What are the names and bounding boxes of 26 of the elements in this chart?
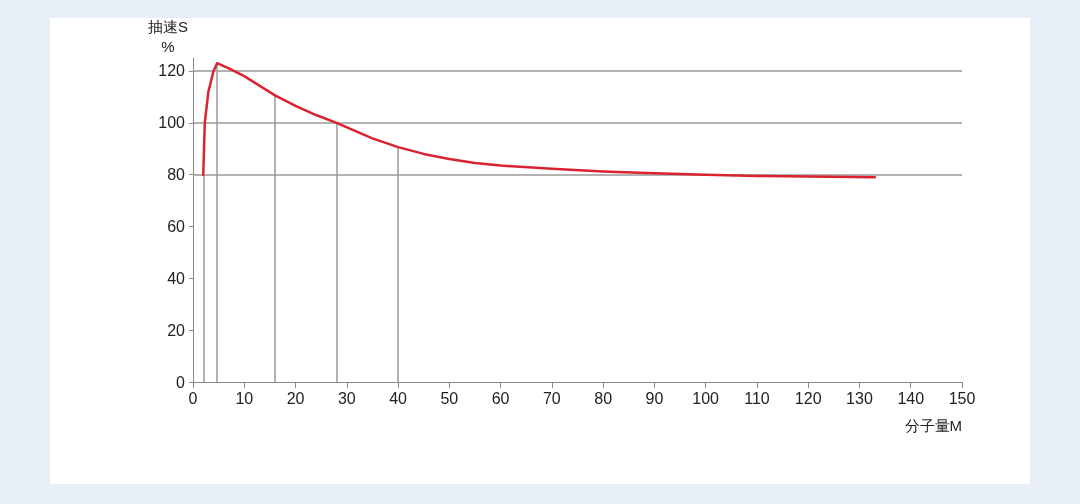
x-tick-label: 50 [440,389,459,407]
x-tick-label: 90 [645,389,664,407]
x-tick-label: 100 [692,389,720,407]
x-tick-label: 130 [846,389,873,407]
y-tick-label: 20 [167,321,186,339]
x-tick-label: 80 [594,389,613,407]
x-tick-label: 120 [794,389,822,407]
x-tick-label: 20 [286,389,305,407]
y-tick-label: 0 [176,373,186,391]
y-tick-label: 120 [158,62,186,80]
x-tick-label: 60 [491,389,510,407]
x-axis-title: 分子量M [904,417,962,434]
y-tick-label: 60 [167,217,186,235]
x-tick-label: 0 [188,389,198,407]
x-tick-label: 10 [235,389,254,407]
y-tick-label: 100 [158,114,186,132]
x-tick-label: 140 [897,389,925,407]
x-tick-label: 150 [948,389,976,407]
line-series [202,61,877,179]
y-tick-label: 40 [167,269,186,287]
y-tick-label: 80 [167,166,186,184]
y-axis-title: 抽速S % [147,17,189,55]
x-tick-label: 70 [542,389,561,407]
x-tick-label: 40 [389,389,408,407]
x-tick-label: 30 [337,389,356,407]
x-tick-label: 110 [744,389,770,407]
